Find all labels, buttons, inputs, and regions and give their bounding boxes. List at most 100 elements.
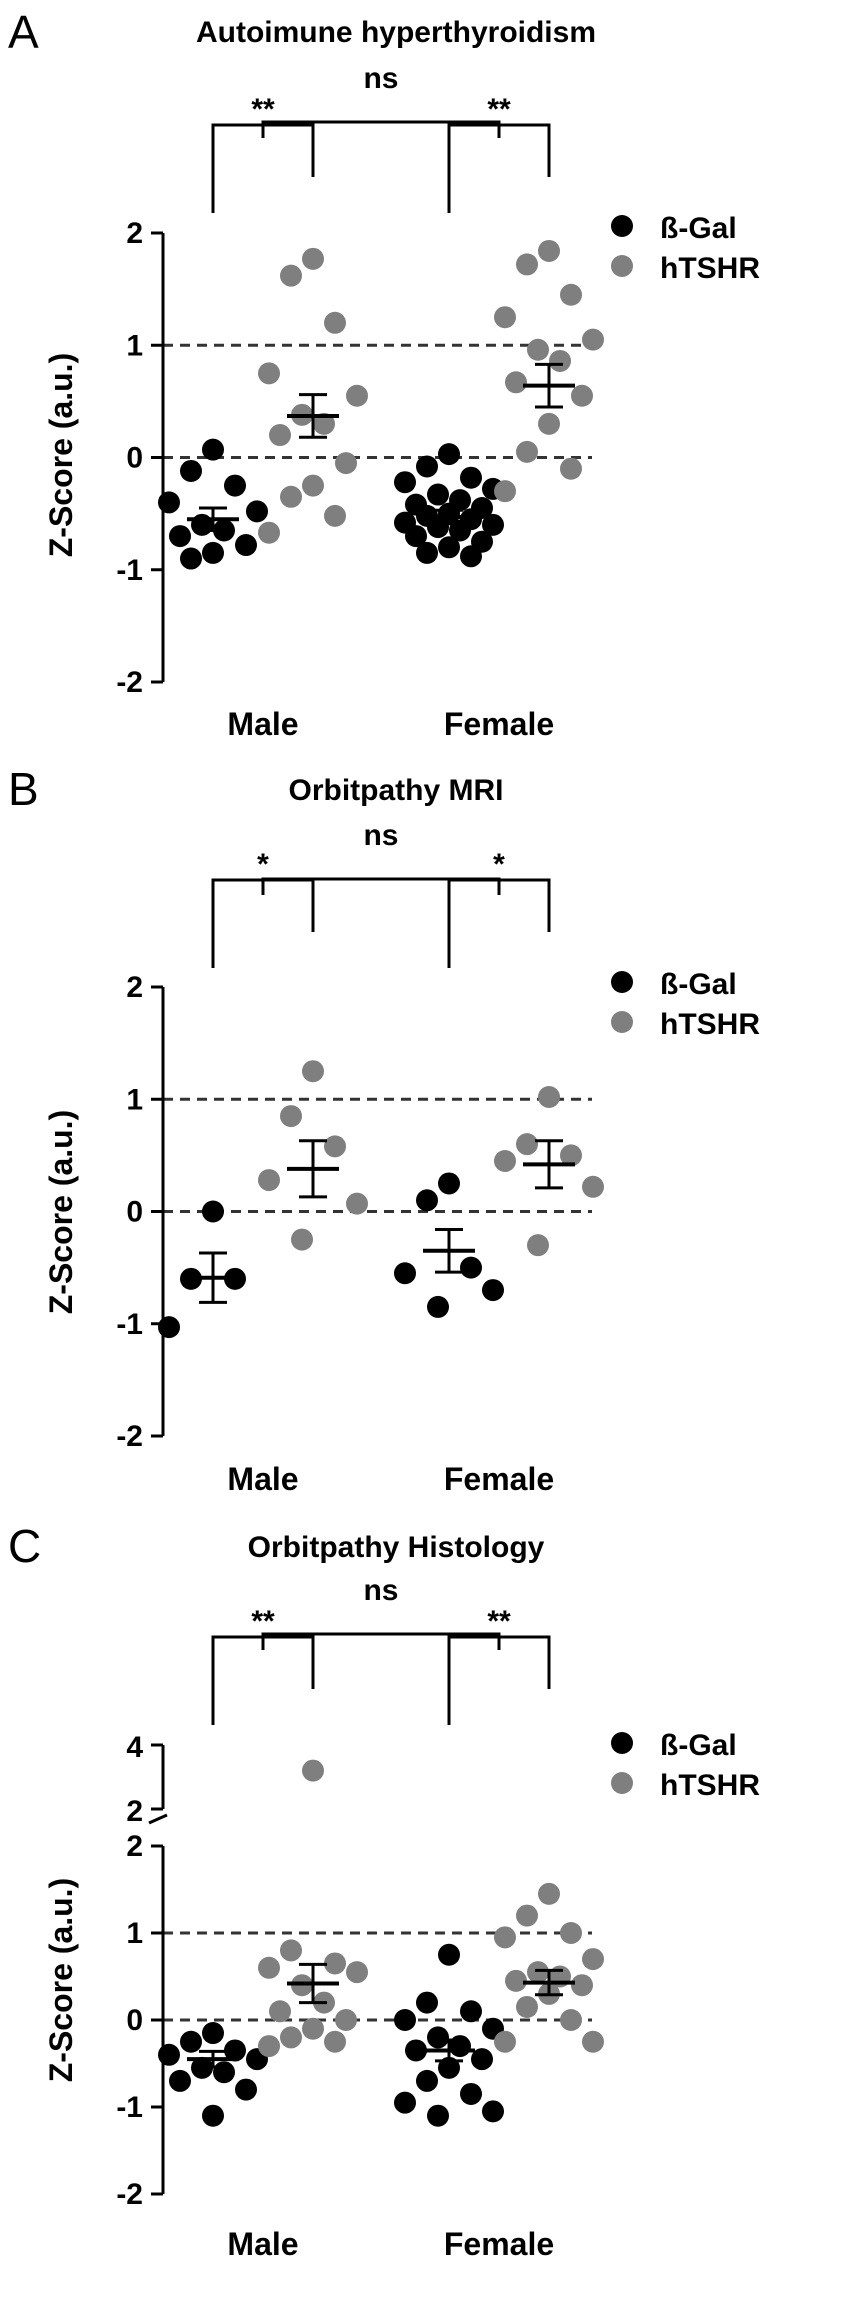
y-tick-label: -1 — [116, 1308, 143, 1341]
panel-letter: B — [8, 763, 39, 815]
panel-title: Orbitpathy Histology — [248, 1531, 545, 1564]
data-point — [560, 1922, 582, 1944]
data-point — [280, 2026, 302, 2049]
data-point — [427, 516, 449, 539]
data-point — [416, 455, 438, 478]
data-point — [527, 338, 549, 361]
significance-label: ** — [487, 93, 511, 126]
x-category-label: Female — [444, 2226, 554, 2262]
data-point — [258, 1169, 280, 1192]
y-tick-label: 1 — [126, 1083, 143, 1116]
data-point — [269, 2000, 291, 2023]
data-point — [427, 1295, 449, 1318]
y-tick-label: -2 — [116, 1420, 143, 1453]
x-category-label: Female — [444, 1461, 554, 1497]
data-point — [346, 1961, 368, 1984]
data-point — [482, 1279, 504, 1302]
data-point — [427, 2104, 449, 2127]
y-tick-label: 0 — [126, 1196, 143, 1229]
data-point — [560, 457, 582, 480]
data-point — [449, 2035, 471, 2058]
y-tick-label: -2 — [116, 666, 143, 699]
data-point — [169, 2069, 191, 2092]
data-point — [582, 2030, 604, 2053]
data-point — [438, 536, 460, 559]
y-tick-label: 2 — [126, 1795, 143, 1828]
data-point — [280, 485, 302, 508]
data-point — [460, 2082, 482, 2105]
data-point — [438, 1943, 460, 1966]
data-point — [471, 2048, 493, 2071]
panel-a: A Autoimune hyperthyroidism -2 -1 0 1 2 Z-Score… — [8, 6, 760, 742]
data-point — [346, 384, 368, 407]
y-axis-title: Z-Score (a.u.) — [43, 1110, 79, 1314]
data-point — [394, 2091, 416, 2114]
data-point — [202, 2104, 224, 2127]
data-point — [158, 1316, 180, 1339]
data-point — [582, 1948, 604, 1971]
legend-marker — [611, 255, 633, 277]
data-point — [313, 412, 335, 435]
significance-label: ** — [251, 93, 275, 126]
data-point — [427, 483, 449, 506]
data-point — [516, 1133, 538, 1156]
legend-label: hTSHR — [660, 252, 760, 285]
data-point — [302, 1060, 324, 1083]
data-point — [505, 1969, 527, 1992]
data-point — [302, 2017, 324, 2040]
data-point — [324, 504, 346, 527]
data-point — [494, 480, 516, 503]
data-point — [302, 474, 324, 497]
y-tick-label: -1 — [116, 554, 143, 587]
y-tick-label: 1 — [126, 1917, 143, 1950]
data-point — [246, 500, 268, 523]
data-point — [516, 440, 538, 463]
data-point — [202, 2022, 224, 2045]
significance-bracket — [261, 877, 501, 895]
data-point — [538, 239, 560, 262]
data-point — [191, 513, 213, 536]
data-point — [460, 2000, 482, 2023]
significance-label: * — [257, 848, 269, 881]
data-point — [416, 2069, 438, 2092]
significance-label: ** — [251, 1605, 275, 1638]
data-point — [438, 443, 460, 466]
data-point — [494, 1926, 516, 1949]
significance-bracket — [261, 120, 501, 138]
legend-marker — [611, 1011, 633, 1033]
data-point — [505, 371, 527, 394]
data-point — [224, 474, 246, 497]
data-point — [269, 424, 291, 447]
data-point — [158, 491, 180, 514]
data-point — [235, 2078, 257, 2101]
y-tick-label: -1 — [116, 2091, 143, 2124]
legend-marker — [611, 1772, 633, 1794]
significance-label: ns — [363, 819, 398, 852]
data-point — [280, 1939, 302, 1962]
data-point — [405, 2039, 427, 2062]
legend-label: hTSHR — [660, 1769, 760, 1802]
panel-letter: A — [8, 6, 39, 58]
y-tick-label: 2 — [126, 1830, 143, 1863]
data-point — [460, 545, 482, 568]
y-tick-label: 2 — [126, 971, 143, 1004]
data-point — [258, 1956, 280, 1979]
data-point — [280, 1105, 302, 1128]
data-point — [258, 362, 280, 385]
x-category-label: Male — [227, 2226, 298, 2262]
data-point — [280, 264, 302, 287]
significance-bracket — [261, 1632, 501, 1650]
data-point — [169, 525, 191, 548]
data-point — [302, 247, 324, 270]
data-point — [460, 466, 482, 489]
data-point — [527, 1234, 549, 1257]
data-point — [394, 471, 416, 494]
data-point — [324, 311, 346, 334]
data-point — [258, 521, 280, 544]
data-point — [335, 2009, 357, 2031]
data-point — [324, 2030, 346, 2053]
data-point — [405, 525, 427, 548]
data-point — [180, 547, 202, 570]
data-point — [324, 1135, 346, 1158]
